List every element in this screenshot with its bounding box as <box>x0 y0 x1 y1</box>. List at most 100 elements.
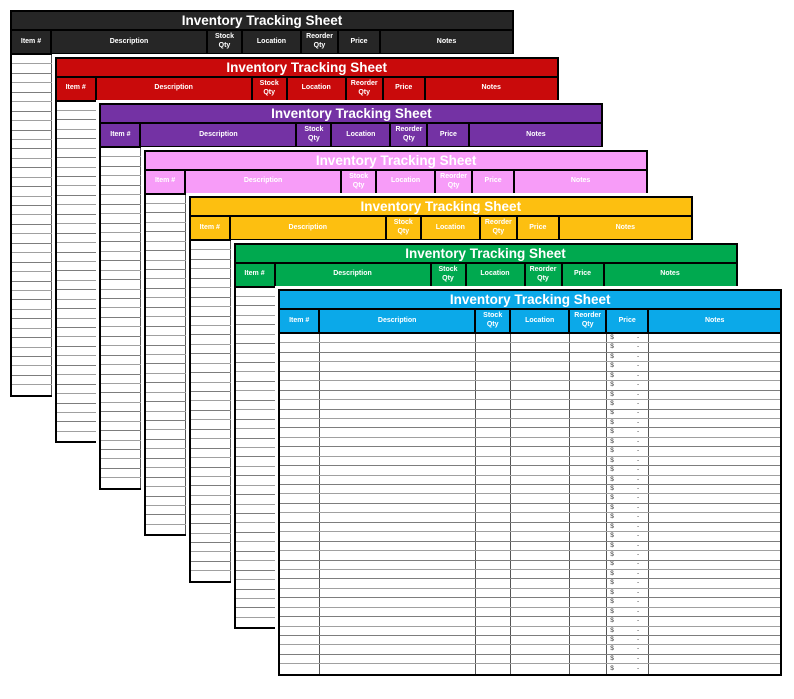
zero-value-dash: - <box>637 598 640 606</box>
cell-location <box>511 485 571 494</box>
cell-notes <box>649 589 780 597</box>
column-header-notes: Notes <box>526 130 546 138</box>
table-row: $- <box>280 541 781 552</box>
column-header-notes: Notes <box>570 177 591 185</box>
cell-notes <box>649 561 780 569</box>
table-row: $- <box>280 475 781 485</box>
cell-item <box>12 385 52 395</box>
currency-symbol: $ <box>610 541 614 549</box>
cell-item <box>12 64 52 73</box>
column-header-price: Price <box>339 31 381 53</box>
cell-item <box>191 250 231 259</box>
currency-symbol: $ <box>610 560 614 568</box>
cell-item <box>280 522 321 532</box>
cell-location <box>511 551 571 560</box>
cell-description <box>320 664 477 674</box>
cell-item <box>280 428 321 437</box>
cell-item <box>280 390 321 400</box>
cell-item <box>57 412 97 422</box>
cell-item <box>57 158 97 167</box>
cell-item <box>236 438 276 447</box>
cell-notes <box>649 428 780 436</box>
cell-price: $- <box>607 579 650 588</box>
cell-item <box>191 448 231 458</box>
sheet-title: Inventory Tracking Sheet <box>56 58 557 78</box>
cell-item <box>12 328 52 338</box>
cell-item <box>12 196 52 205</box>
cell-notes <box>649 551 780 559</box>
cell-reorder-qty <box>570 390 608 400</box>
table-row: $- <box>280 664 780 674</box>
cell-item <box>146 392 187 402</box>
cell-item <box>236 334 276 344</box>
cell-item <box>280 456 321 466</box>
cell-location <box>511 362 571 371</box>
cell-item <box>236 617 276 628</box>
cell-reorder-qty <box>570 569 608 579</box>
column-header-description: Description <box>186 170 343 193</box>
table-row: $- <box>280 447 781 457</box>
column-header-price: Price <box>428 124 471 146</box>
cell-location <box>511 522 571 532</box>
cell-stock-qty <box>476 381 512 390</box>
column-header-notes: Notes <box>660 270 680 278</box>
cell-item <box>236 447 276 457</box>
cell-description <box>320 522 477 532</box>
cell-item <box>146 477 187 487</box>
column-header-item: Item # <box>191 217 231 239</box>
cell-item <box>146 222 187 232</box>
column-header-location: Location <box>511 310 571 332</box>
cell-item <box>191 439 231 448</box>
currency-symbol: $ <box>610 617 614 625</box>
cell-item <box>280 437 321 447</box>
currency-symbol: $ <box>610 636 614 643</box>
column-header-location: Location <box>377 170 437 193</box>
currency-symbol: $ <box>610 428 614 436</box>
cell-item <box>280 352 321 362</box>
currency-symbol: $ <box>610 598 614 606</box>
zero-value-dash: - <box>637 475 640 483</box>
cell-stock-qty <box>476 513 512 522</box>
cell-item <box>191 401 231 410</box>
cell-item <box>280 485 321 494</box>
cell-description <box>320 352 477 362</box>
cell-price: $- <box>607 409 650 418</box>
table-row: $- <box>280 400 781 410</box>
cell-item <box>57 365 97 375</box>
cell-reorder-qty <box>570 522 608 532</box>
cell-item <box>101 317 142 327</box>
cell-price: $- <box>607 532 650 541</box>
cell-item <box>57 120 97 129</box>
cell-price: $- <box>607 654 650 664</box>
cell-item <box>12 338 52 347</box>
cell-description <box>320 494 477 503</box>
header-row: Item # Description Stock Qty Location Reorde… <box>280 310 781 334</box>
cell-item <box>236 429 276 438</box>
zero-value-dash: - <box>637 400 640 408</box>
zero-value-dash: - <box>637 390 640 398</box>
cell-item <box>57 375 97 384</box>
cell-notes <box>649 476 780 484</box>
cell-item <box>146 307 187 317</box>
cell-reorder-qty <box>570 617 608 626</box>
column-header-item: Item # <box>12 31 52 53</box>
cell-notes <box>649 655 780 663</box>
cell-description <box>320 560 477 569</box>
table-row: $- <box>280 466 781 476</box>
cell-stock-qty <box>476 607 512 617</box>
cell-item <box>191 382 231 391</box>
cell-description <box>320 617 477 626</box>
cell-location <box>511 607 571 617</box>
cell-item <box>101 148 142 157</box>
cell-item <box>12 234 52 243</box>
cell-item <box>191 392 231 401</box>
cell-price: $- <box>607 598 650 607</box>
cell-item <box>101 468 142 478</box>
cell-item <box>101 308 142 317</box>
cell-item <box>12 177 52 187</box>
table-row: $- <box>280 551 781 561</box>
cell-description <box>320 569 477 579</box>
cell-item <box>57 280 97 290</box>
cell-item <box>146 194 187 203</box>
column-header-location: Location <box>288 77 347 100</box>
